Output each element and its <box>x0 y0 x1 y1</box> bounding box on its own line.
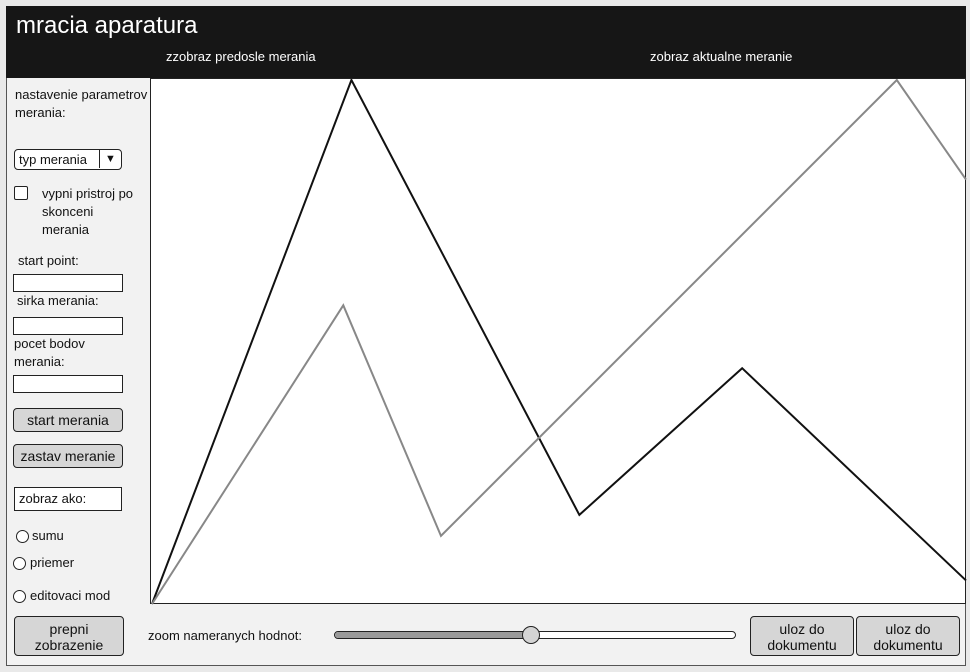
series-line-0 <box>151 79 967 605</box>
save-to-document-button-2[interactable]: uloz do dokumentu <box>856 616 960 656</box>
width-label: sirka merania: <box>17 293 99 308</box>
dropdown-arrow-icon[interactable]: ▼ <box>99 150 121 168</box>
points-count-label: pocet bodov merania: <box>14 336 85 369</box>
points-count-input[interactable] <box>13 375 123 393</box>
measurement-type-value: typ merania <box>19 152 87 167</box>
chart-canvas <box>151 79 967 605</box>
turn-off-after-label: vypni pristroj po skonceni merania <box>42 186 134 237</box>
zoom-label: zoom nameranych hodnot: <box>148 628 302 643</box>
start-point-label: start point: <box>18 253 79 268</box>
radio-priemer-label: priemer <box>30 555 75 570</box>
radio-sumu[interactable] <box>16 530 29 543</box>
radio-editovaci-mod[interactable] <box>13 590 26 603</box>
show-previous-measurements-link[interactable]: zzobraz predosle merania <box>166 49 316 64</box>
width-input[interactable] <box>13 317 123 335</box>
radio-editovaci-mod-label: editovaci mod <box>30 588 111 603</box>
measurement-type-select[interactable]: typ merania ▼ <box>14 149 122 170</box>
display-as-box: zobraz ako: <box>14 487 122 511</box>
series-line-1 <box>151 79 967 605</box>
switch-view-button[interactable]: prepni zobrazenie <box>14 616 124 656</box>
start-measurement-button[interactable]: start merania <box>13 408 123 432</box>
save-to-document-button-1[interactable]: uloz do dokumentu <box>750 616 854 656</box>
settings-heading: nastavenie parametrov merania: <box>15 87 148 120</box>
stop-measurement-button[interactable]: zastav meranie <box>13 444 123 468</box>
zoom-slider-fill <box>335 632 532 638</box>
app-title: mracia aparatura <box>16 12 198 39</box>
title-bar: mracia aparatura <box>6 6 966 78</box>
radio-priemer[interactable] <box>13 557 26 570</box>
turn-off-after-checkbox[interactable] <box>14 186 28 200</box>
measurement-chart <box>150 78 967 605</box>
show-current-measurement-link[interactable]: zobraz aktualne meranie <box>650 49 793 64</box>
zoom-slider-thumb[interactable] <box>521 626 540 644</box>
radio-sumu-label: sumu <box>32 528 64 543</box>
start-point-input[interactable] <box>13 274 123 292</box>
